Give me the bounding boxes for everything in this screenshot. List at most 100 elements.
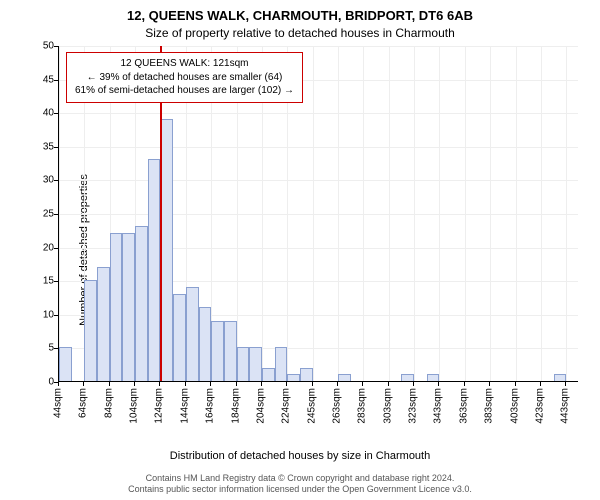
x-tick-mark [134, 382, 135, 386]
gridline-v [439, 46, 440, 381]
x-tick-label: 64sqm [78, 388, 89, 418]
gridline-v [566, 46, 567, 381]
x-tick-mark [185, 382, 186, 386]
y-tick-mark [54, 248, 58, 249]
histogram-bar [122, 233, 135, 381]
x-tick-mark [565, 382, 566, 386]
histogram-bar [173, 294, 186, 381]
histogram-bar [110, 233, 123, 381]
gridline-v [59, 46, 60, 381]
x-tick-label: 44sqm [53, 388, 64, 418]
x-tick-mark [413, 382, 414, 386]
x-tick-label: 283sqm [357, 388, 368, 424]
x-tick-label: 403sqm [509, 388, 520, 424]
gridline-v [490, 46, 491, 381]
histogram-bar [186, 287, 199, 381]
annotation-line2: ← 39% of detached houses are smaller (64… [75, 71, 294, 85]
histogram-bar [211, 321, 224, 381]
histogram-bar [59, 347, 72, 381]
histogram-bar [224, 321, 237, 381]
histogram-bar [237, 347, 250, 381]
x-tick-mark [540, 382, 541, 386]
x-tick-label: 383sqm [484, 388, 495, 424]
x-tick-label: 303sqm [382, 388, 393, 424]
x-tick-label: 363sqm [458, 388, 469, 424]
y-tick-label: 20 [34, 242, 54, 253]
x-tick-mark [515, 382, 516, 386]
x-tick-mark [58, 382, 59, 386]
gridline-h [59, 113, 578, 114]
gridline-v [313, 46, 314, 381]
gridline-v [516, 46, 517, 381]
x-tick-mark [83, 382, 84, 386]
y-tick-label: 45 [34, 74, 54, 85]
histogram-bar [287, 374, 300, 381]
gridline-h [59, 147, 578, 148]
x-tick-label: 224sqm [281, 388, 292, 424]
y-tick-mark [54, 80, 58, 81]
gridline-v [414, 46, 415, 381]
histogram-bar [148, 159, 161, 381]
x-tick-label: 443sqm [560, 388, 571, 424]
y-tick-mark [54, 147, 58, 148]
y-tick-label: 35 [34, 141, 54, 152]
gridline-v [541, 46, 542, 381]
x-tick-mark [261, 382, 262, 386]
gridline-v [338, 46, 339, 381]
chart-title-line1: 12, QUEENS WALK, CHARMOUTH, BRIDPORT, DT… [0, 8, 600, 23]
gridline-h [59, 214, 578, 215]
y-tick-label: 5 [34, 343, 54, 354]
histogram-bar [135, 226, 148, 381]
x-tick-mark [337, 382, 338, 386]
x-tick-label: 263sqm [332, 388, 343, 424]
x-tick-label: 124sqm [154, 388, 165, 424]
x-tick-mark [438, 382, 439, 386]
gridline-v [465, 46, 466, 381]
x-tick-mark [312, 382, 313, 386]
y-tick-mark [54, 180, 58, 181]
gridline-h [59, 46, 578, 47]
x-tick-label: 84sqm [103, 388, 114, 418]
y-tick-label: 10 [34, 309, 54, 320]
histogram-bar [84, 280, 97, 381]
histogram-bar [262, 368, 275, 381]
x-tick-label: 144sqm [179, 388, 190, 424]
y-tick-mark [54, 214, 58, 215]
x-tick-mark [489, 382, 490, 386]
x-axis-label: Distribution of detached houses by size … [0, 450, 600, 462]
y-tick-label: 25 [34, 209, 54, 220]
footer-line2: Contains public sector information licen… [0, 484, 600, 496]
histogram-bar [427, 374, 440, 381]
x-tick-label: 164sqm [205, 388, 216, 424]
x-tick-label: 104sqm [129, 388, 140, 424]
x-tick-label: 343sqm [433, 388, 444, 424]
histogram-bar [249, 347, 262, 381]
chart-title-line2: Size of property relative to detached ho… [0, 26, 600, 40]
x-tick-mark [236, 382, 237, 386]
x-tick-label: 323sqm [408, 388, 419, 424]
y-tick-mark [54, 315, 58, 316]
footer-line1: Contains HM Land Registry data © Crown c… [0, 473, 600, 485]
x-tick-mark [286, 382, 287, 386]
histogram-bar [401, 374, 414, 381]
y-tick-label: 50 [34, 41, 54, 52]
gridline-v [389, 46, 390, 381]
x-tick-mark [362, 382, 363, 386]
histogram-bar [275, 347, 288, 381]
annotation-line1: 12 QUEENS WALK: 121sqm [75, 57, 294, 71]
y-tick-mark [54, 281, 58, 282]
x-tick-mark [109, 382, 110, 386]
y-tick-label: 30 [34, 175, 54, 186]
gridline-h [59, 180, 578, 181]
histogram-bar [97, 267, 110, 381]
y-tick-label: 40 [34, 108, 54, 119]
y-tick-mark [54, 348, 58, 349]
annotation-box: 12 QUEENS WALK: 121sqm← 39% of detached … [66, 52, 303, 103]
histogram-bar [300, 368, 313, 381]
chart-container: 12, QUEENS WALK, CHARMOUTH, BRIDPORT, DT… [0, 0, 600, 500]
histogram-bar [338, 374, 351, 381]
y-tick-label: 15 [34, 276, 54, 287]
histogram-bar [199, 307, 212, 381]
x-tick-label: 423sqm [534, 388, 545, 424]
x-tick-mark [159, 382, 160, 386]
